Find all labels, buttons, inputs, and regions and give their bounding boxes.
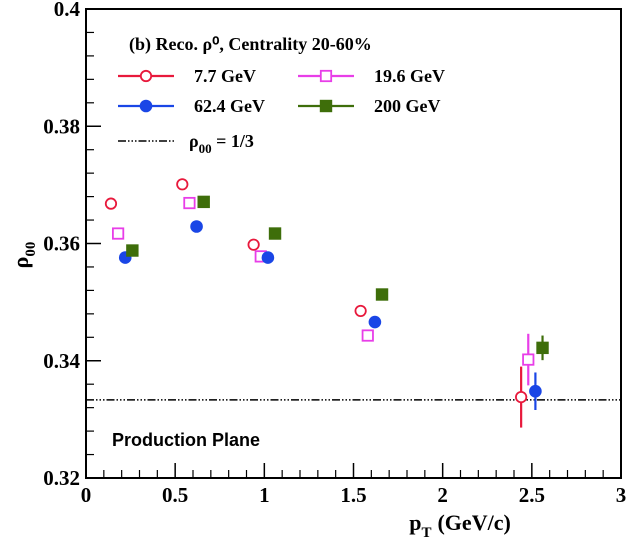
- series-2: [118, 220, 542, 410]
- legend-swatch-marker: [319, 69, 333, 83]
- legend-title: (b) Reco. ρ⁰, Centrality 20-60%: [129, 34, 372, 55]
- legend-entry: 19.6 GeV: [298, 66, 445, 86]
- x-tick-label: 2: [437, 483, 448, 507]
- data-point: [536, 341, 549, 355]
- data-point: [354, 304, 367, 318]
- x-axis-title-sub: T: [421, 525, 431, 541]
- data-point: [368, 315, 382, 329]
- data-point: [197, 195, 210, 209]
- legend-entry: 7.7 GeV: [118, 66, 256, 86]
- legend-ref-label-sub: 00: [199, 141, 212, 156]
- y-tick-label: 0.4: [54, 0, 81, 21]
- data-point: [126, 244, 139, 257]
- x-tick-label: 0.5: [162, 483, 188, 507]
- data-point: [268, 227, 282, 240]
- legend-label: 200 GeV: [374, 96, 441, 116]
- legend-swatch-marker: [139, 69, 153, 83]
- y-axis-title-sub: 00: [23, 242, 39, 257]
- series-1: [112, 196, 535, 386]
- legend-swatch-marker: [139, 99, 153, 113]
- plot-frame: [85, 8, 622, 479]
- data-point: [104, 197, 118, 210]
- axes: 0 0.5 1 1.5 2 2.5 3 0.32 0.34 0.36 0.38 0.4: [43, 0, 626, 507]
- annotation-production-plane: Production Plane: [112, 430, 260, 450]
- y-axis-title: ρ00: [8, 242, 39, 269]
- y-tick-label: 0.34: [43, 349, 80, 373]
- legend-ref-label-main: ρ: [189, 131, 199, 151]
- legend-entry: 62.4 GeV: [118, 96, 265, 116]
- data-point: [190, 220, 203, 233]
- legend-label: 7.7 GeV: [194, 66, 256, 86]
- legend-label: 62.4 GeV: [194, 96, 265, 116]
- legend-entries: 7.7 GeV 19.6 GeV 62.4 GeV 200 GeV: [118, 66, 445, 116]
- legend-label: 19.6 GeV: [374, 66, 445, 86]
- data-marks: [104, 178, 549, 428]
- data-point: [515, 390, 528, 404]
- x-tick-label: 2.5: [519, 483, 545, 507]
- x-tick-label: 1: [259, 483, 270, 507]
- x-axis-title: pT (GeV/c): [409, 510, 511, 541]
- data-point: [261, 251, 275, 264]
- legend-ref-entry: ρ00 = 1/3: [118, 131, 254, 156]
- legend-ref-label: ρ00 = 1/3: [189, 131, 254, 156]
- data-point: [361, 329, 374, 342]
- legend: (b) Reco. ρ⁰, Centrality 20-60% 7.7 GeV 1…: [118, 34, 445, 156]
- data-point: [112, 227, 125, 240]
- y-tick-label: 0.32: [43, 466, 80, 490]
- x-tick-label: 0: [81, 483, 92, 507]
- data-point: [183, 196, 196, 210]
- x-axis-title-main: p: [409, 510, 421, 535]
- legend-swatch-marker: [319, 99, 333, 113]
- legend-ref-label-tail: = 1/3: [212, 131, 254, 151]
- series-3: [126, 195, 549, 361]
- data-point: [529, 384, 542, 398]
- data-point: [375, 288, 389, 301]
- y-axis-title-main: ρ: [8, 257, 33, 269]
- data-point: [247, 238, 260, 251]
- x-axis-title-unit: (GeV/c): [437, 510, 510, 535]
- x-tick-label: 1.5: [340, 483, 366, 507]
- x-tick-label: 3: [616, 483, 627, 507]
- y-tick-label: 0.38: [43, 114, 80, 138]
- series-0: [104, 178, 528, 428]
- y-tick-label: 0.36: [43, 232, 80, 256]
- data-point: [176, 178, 189, 191]
- legend-entry: 200 GeV: [298, 96, 441, 116]
- data-point: [522, 353, 535, 366]
